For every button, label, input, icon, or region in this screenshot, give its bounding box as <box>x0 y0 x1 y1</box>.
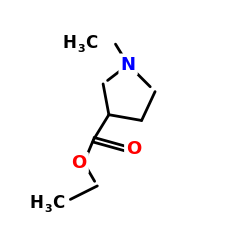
Text: C: C <box>52 194 64 212</box>
Text: H: H <box>62 34 76 52</box>
Text: 3: 3 <box>44 204 52 214</box>
Text: C: C <box>85 34 97 52</box>
Text: H: H <box>30 194 44 212</box>
Text: 3: 3 <box>77 44 85 54</box>
Text: N: N <box>120 56 136 74</box>
Text: O: O <box>72 154 87 172</box>
Text: O: O <box>126 140 142 158</box>
